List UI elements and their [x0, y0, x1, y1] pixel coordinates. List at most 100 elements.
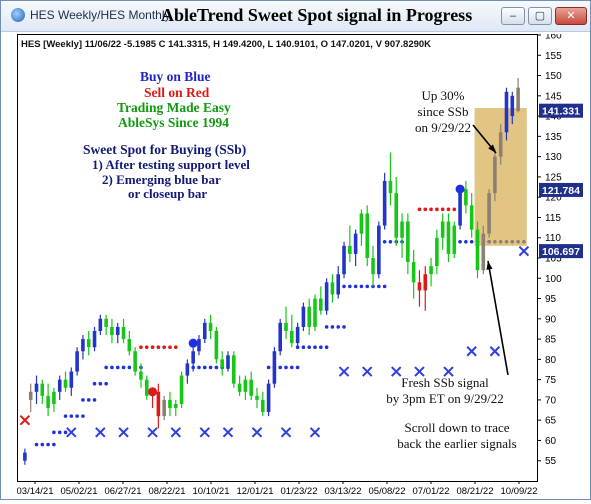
candle [52, 387, 56, 413]
candle [417, 270, 422, 307]
close-button[interactable]: ✕ [555, 7, 587, 25]
x-signal-marker [66, 427, 77, 438]
support-dot [307, 345, 312, 350]
date-tick-label: 05/02/21 [61, 486, 98, 497]
candle [139, 363, 143, 388]
candle [411, 249, 416, 299]
candle [290, 314, 294, 348]
price-tick-label: 130 [545, 152, 562, 163]
price-tick-label: 100 [545, 274, 562, 285]
signal-circle [188, 338, 198, 348]
candle-body [301, 306, 306, 327]
candle [249, 371, 253, 400]
candle-body [406, 221, 410, 263]
chart-tab[interactable]: HES Weekly/HES Monthly [11, 8, 171, 22]
x-signal-marker [222, 427, 234, 438]
support-dot [446, 207, 451, 212]
fresh-ssb-arrow [486, 260, 509, 376]
candle [57, 375, 62, 400]
candle-body [139, 371, 143, 380]
signal-circle [455, 184, 465, 194]
support-dot [342, 325, 346, 329]
date-tick-label: 08/21/22 [457, 486, 494, 497]
candle [46, 383, 50, 417]
scroll-down-line-1: Scroll down to trace [404, 420, 510, 435]
candle [307, 298, 312, 336]
candle-body [104, 318, 108, 327]
fresh-ssb-note: Fresh SSb signal by 3pm ET on 9/29/22 [375, 375, 515, 407]
candle-body [388, 180, 393, 194]
support-dot [417, 207, 422, 212]
minimize-button[interactable]: – [501, 7, 525, 25]
x-stroke [362, 366, 373, 377]
price-axis[interactable]: 55 60 65 70 75 80 85 90 95 100 105 110 115 120 125 130 1… [537, 31, 590, 481]
x-signal-marker [147, 427, 158, 438]
candle [144, 375, 149, 400]
support-dot [104, 365, 108, 370]
x-stroke [518, 245, 530, 257]
x-signal-marker [414, 366, 425, 377]
candle [34, 375, 39, 404]
x-stroke [66, 427, 77, 438]
candle-body [28, 391, 33, 400]
candle [98, 314, 103, 336]
price-tick-label: 65 [545, 416, 557, 427]
price-tick-label: 70 [545, 395, 557, 406]
candle-body [348, 245, 352, 254]
ablesys-since-label: AbleSys Since 1994 [118, 115, 230, 130]
candle-body [220, 359, 224, 368]
candle-body [226, 355, 230, 368]
candle [319, 286, 323, 315]
signal-circle [148, 387, 158, 397]
candle-body [162, 399, 166, 417]
date-tick-label: 03/14/21 [17, 486, 53, 497]
support-dot [173, 345, 178, 350]
x-signal-marker [443, 366, 454, 377]
x-signal-marker [95, 427, 106, 438]
price-chart-area[interactable]: HES [Weekly] 11/06/22 -5.1985 C 141.3315… [17, 34, 538, 482]
price-tick-label: 95 [545, 294, 557, 305]
support-dot [464, 239, 468, 244]
support-dot [266, 365, 271, 370]
maximize-button[interactable]: ▢ [528, 7, 552, 25]
candle [208, 314, 213, 340]
support-dot [156, 345, 161, 350]
price-tag-label: 141.331 [542, 106, 580, 118]
support-dot [469, 239, 474, 244]
candle-body [295, 326, 300, 344]
candle-body [382, 180, 387, 226]
support-dot [382, 284, 387, 289]
candle [516, 77, 520, 113]
candle-body [208, 322, 213, 331]
support-dot [75, 414, 79, 418]
candle [493, 148, 497, 202]
support-dot [46, 442, 50, 447]
date-tick-label: 03/13/22 [325, 486, 362, 497]
price-axis-svg: 55 60 65 70 75 80 85 90 95 100 105 110 115 120 125 130 1… [537, 31, 583, 481]
price-tag-bg [539, 103, 583, 118]
candle-body [202, 322, 207, 340]
x-signal-marker [19, 414, 31, 426]
up-30-note: Up 30% since SSb on 9/29/22 [413, 88, 473, 136]
candlestick-chart [19, 77, 530, 465]
support-dot [353, 284, 358, 289]
date-tick-label: 06/27/21 [105, 486, 142, 497]
x-signal-marker [118, 427, 129, 438]
candle-body [469, 205, 474, 230]
price-tick-label: 160 [545, 34, 562, 42]
title-bar[interactable]: HES Weekly/HES Monthly AbleTrend Sweet S… [1, 1, 590, 32]
price-tick-label: 135 [545, 132, 562, 143]
candle [429, 258, 433, 287]
candle [382, 172, 387, 230]
candle [40, 379, 45, 404]
candle-body [336, 274, 341, 295]
candle-body [435, 237, 439, 267]
date-axis[interactable]: 03/14/21 05/02/21 06/27/21 08/22/21 10/10/21… [17, 481, 537, 499]
x-signal-marker [251, 427, 263, 438]
candle [202, 318, 207, 344]
candle [446, 213, 451, 263]
support-dot [86, 398, 91, 402]
candle-body [57, 379, 62, 392]
candle-body [121, 326, 126, 340]
candle [86, 330, 91, 356]
